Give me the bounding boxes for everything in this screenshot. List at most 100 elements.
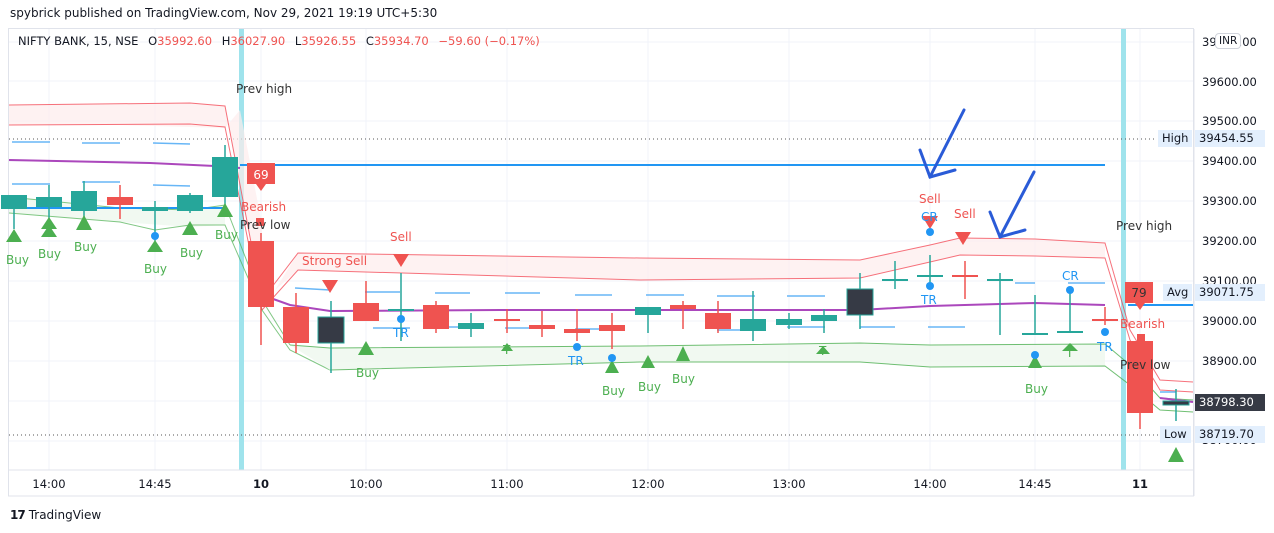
candle[interactable] (670, 305, 696, 309)
bearish-badge: 69 Bearish (241, 163, 286, 226)
ohlc-legend: NIFTY BANK, 15, NSE O35992.60 H36027.90 … (18, 34, 540, 48)
time-axis[interactable]: 14:00 14:45 10 10:00 11:00 12:00 13:00 1… (32, 477, 1148, 491)
symbol-title[interactable]: NIFTY BANK, 15, NSE (18, 34, 139, 48)
svg-text:Sell: Sell (954, 207, 976, 221)
svg-text:14:45: 14:45 (138, 477, 171, 491)
svg-text:Buy: Buy (215, 228, 238, 242)
candle[interactable] (248, 241, 274, 307)
change-value: −59.60 (−0.17%) (438, 34, 540, 48)
svg-text:10: 10 (253, 477, 269, 491)
svg-text:12:00: 12:00 (631, 477, 664, 491)
buy-signals (6, 203, 1184, 462)
candle[interactable] (283, 307, 309, 343)
candle[interactable] (1092, 319, 1118, 321)
svg-text:Prev high: Prev high (1116, 219, 1172, 233)
upper-band-line (8, 123, 263, 311)
svg-text:10:00: 10:00 (349, 477, 382, 491)
svg-text:CR: CR (1062, 269, 1079, 283)
svg-text:39200.00: 39200.00 (1202, 234, 1257, 248)
candle[interactable] (494, 319, 520, 321)
candle[interactable] (317, 316, 345, 344)
svg-text:39400.00: 39400.00 (1202, 154, 1257, 168)
candle[interactable] (882, 279, 908, 281)
prev-level-labels: Prev high Prev low Prev high Prev low (236, 82, 1172, 372)
svg-text:11:00: 11:00 (490, 477, 523, 491)
svg-text:Buy: Buy (638, 380, 661, 394)
candle[interactable] (388, 309, 414, 311)
lower-band-line (329, 361, 1194, 413)
candle[interactable] (635, 307, 661, 315)
upper-band-line (8, 102, 263, 301)
svg-text:Prev high: Prev high (236, 82, 292, 96)
lower-band-fill (290, 343, 1105, 370)
brand-name[interactable]: TradingView (28, 508, 102, 522)
tr-cr-labels: TR TR CR TR CR TR (392, 210, 1113, 368)
candle[interactable] (1022, 333, 1048, 335)
candle[interactable] (846, 288, 874, 316)
lower-band-line (8, 212, 331, 371)
price-axis[interactable]: 39700.00 39600.00 39500.00 39400.00 3930… (1202, 35, 1257, 447)
candle[interactable] (599, 325, 625, 331)
candle[interactable] (1162, 400, 1190, 406)
svg-text:14:45: 14:45 (1018, 477, 1051, 491)
session-separator (239, 29, 244, 470)
candle[interactable] (107, 197, 133, 205)
high-tag-label: High (1158, 130, 1193, 147)
candle[interactable] (142, 207, 168, 211)
annotation-arrows (918, 108, 1036, 239)
candle[interactable] (353, 303, 379, 321)
candle[interactable] (740, 319, 766, 331)
svg-text:Strong Sell: Strong Sell (302, 254, 367, 268)
candle[interactable] (529, 325, 555, 329)
candles[interactable] (1, 145, 1190, 429)
candle[interactable] (705, 313, 731, 329)
bearish-badge: 79 Bearish (1120, 282, 1165, 342)
low-tag-label: Low (1160, 426, 1191, 443)
candle[interactable] (564, 329, 590, 333)
last-price-tag: 38798.30 (1195, 394, 1265, 411)
buy-labels: Buy Buy Buy Buy Buy Buy Buy T Buy Buy Bu… (6, 228, 1074, 398)
sell-labels: Strong Sell Sell Sell Sell (302, 192, 976, 268)
svg-text:11: 11 (1132, 477, 1148, 491)
svg-text:Buy: Buy (1025, 382, 1048, 396)
candle[interactable] (71, 191, 97, 211)
candle[interactable] (952, 275, 978, 277)
upper-band-fill (275, 238, 1105, 290)
svg-text:39600.00: 39600.00 (1202, 75, 1257, 89)
open-value: 35992.60 (157, 34, 213, 48)
candle[interactable] (1127, 341, 1153, 413)
candle[interactable] (458, 323, 484, 329)
candle[interactable] (987, 279, 1013, 281)
svg-text:CR: CR (921, 210, 938, 224)
tradingview-logo-icon[interactable]: 17 (10, 508, 26, 522)
candle[interactable] (1057, 331, 1083, 333)
svg-text:Buy: Buy (602, 384, 625, 398)
lower-band-fill (9, 197, 225, 227)
candle[interactable] (212, 157, 238, 197)
candle[interactable] (1, 195, 27, 209)
svg-text:Prev low: Prev low (1120, 358, 1171, 372)
footer: 17 TradingView (10, 508, 101, 522)
currency-button[interactable]: INR (1215, 33, 1242, 49)
candle[interactable] (423, 305, 449, 329)
candle[interactable] (811, 315, 837, 321)
high-value: 36027.90 (230, 34, 286, 48)
svg-text:T: T (502, 343, 511, 357)
sell-signals (322, 216, 971, 293)
svg-text:39500.00: 39500.00 (1202, 114, 1257, 128)
svg-text:Buy: Buy (6, 253, 29, 267)
svg-text:14:00: 14:00 (32, 477, 65, 491)
candle[interactable] (776, 319, 802, 325)
candle[interactable] (177, 195, 203, 211)
svg-text:79: 79 (1131, 286, 1146, 300)
candle[interactable] (36, 197, 62, 207)
svg-text:Bearish: Bearish (1120, 317, 1165, 331)
avg-tag-label: Avg (1163, 284, 1193, 301)
svg-text:T: T (1065, 346, 1074, 360)
svg-text:Sell: Sell (390, 230, 412, 244)
svg-text:69: 69 (253, 168, 268, 182)
candle[interactable] (917, 275, 943, 277)
avg-tag-value: 39071.75 (1195, 284, 1265, 301)
upper-band-fill (9, 103, 262, 250)
